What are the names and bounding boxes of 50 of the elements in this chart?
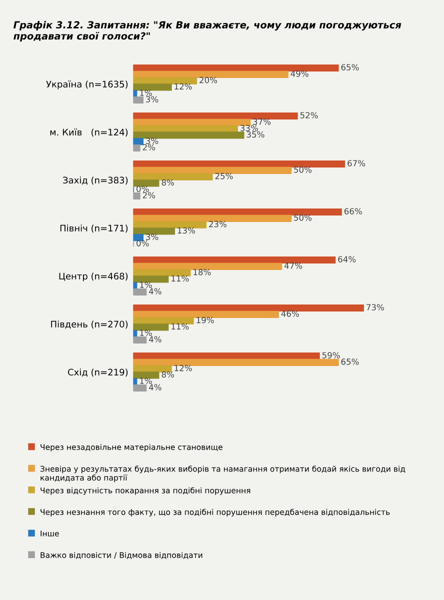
y-tick-label: Південь (n=270) [51, 320, 128, 329]
data-label: 2% [142, 192, 156, 198]
chart-title: Графік 3.12. Запитання: "Як Ви вважаєте, чому люди погоджуються продавати свої голоси?" [14, 21, 402, 42]
data-label: 73% [366, 304, 384, 310]
data-label: 65% [341, 64, 359, 70]
data-label: 12% [174, 364, 192, 372]
data-label: 35% [246, 131, 264, 138]
data-label: 50% [294, 166, 312, 173]
data-label: 4% [148, 384, 162, 390]
data-label: 49% [290, 70, 308, 77]
y-tick-label: Північ (n=171) [60, 224, 128, 233]
data-label: 64% [338, 256, 356, 262]
data-label: 59% [322, 352, 340, 358]
data-label: 4% [148, 336, 162, 342]
data-label: 2% [142, 144, 156, 150]
data-label: 13% [178, 227, 195, 234]
data-label: 50% [294, 214, 312, 221]
y-tick-label: м. Київ (n=124) [50, 128, 128, 137]
data-label: 47% [284, 262, 302, 269]
data-label: 1% [140, 282, 152, 288]
data-label: 0% [136, 240, 149, 246]
y-tick-label: Захід (n=383) [63, 176, 128, 185]
data-label: 19% [196, 316, 214, 324]
data-label: 1% [140, 90, 152, 96]
data-label: 8% [162, 371, 174, 378]
data-label: 8% [162, 179, 174, 186]
data-label: 23% [209, 220, 226, 228]
data-label: 11% [172, 275, 189, 282]
data-label: 65% [341, 358, 359, 365]
y-tick-label: Україна (n=1635) [46, 80, 128, 90]
data-label: 25% [215, 172, 233, 180]
data-label: 46% [281, 310, 299, 317]
data-label: 33% [240, 124, 258, 132]
y-tick-label: Схід (n=219) [68, 368, 128, 377]
data-label: 20% [200, 76, 218, 84]
data-label: 3% [146, 138, 158, 144]
data-label: 67% [348, 160, 366, 166]
data-label: 1% [140, 330, 152, 336]
data-label: 37% [253, 118, 271, 125]
data-label: 4% [148, 288, 162, 294]
data-label: 12% [174, 83, 192, 90]
data-label: 52% [300, 112, 318, 118]
data-label: 0% [136, 186, 149, 192]
data-label: 1% [140, 378, 152, 384]
data-label: 3% [146, 96, 158, 102]
data-label: 11% [172, 323, 189, 330]
y-tick-label: Центр (n=468) [59, 272, 128, 282]
data-label: 3% [146, 234, 158, 240]
data-label: 18% [194, 268, 211, 276]
data-label: 66% [344, 208, 362, 214]
